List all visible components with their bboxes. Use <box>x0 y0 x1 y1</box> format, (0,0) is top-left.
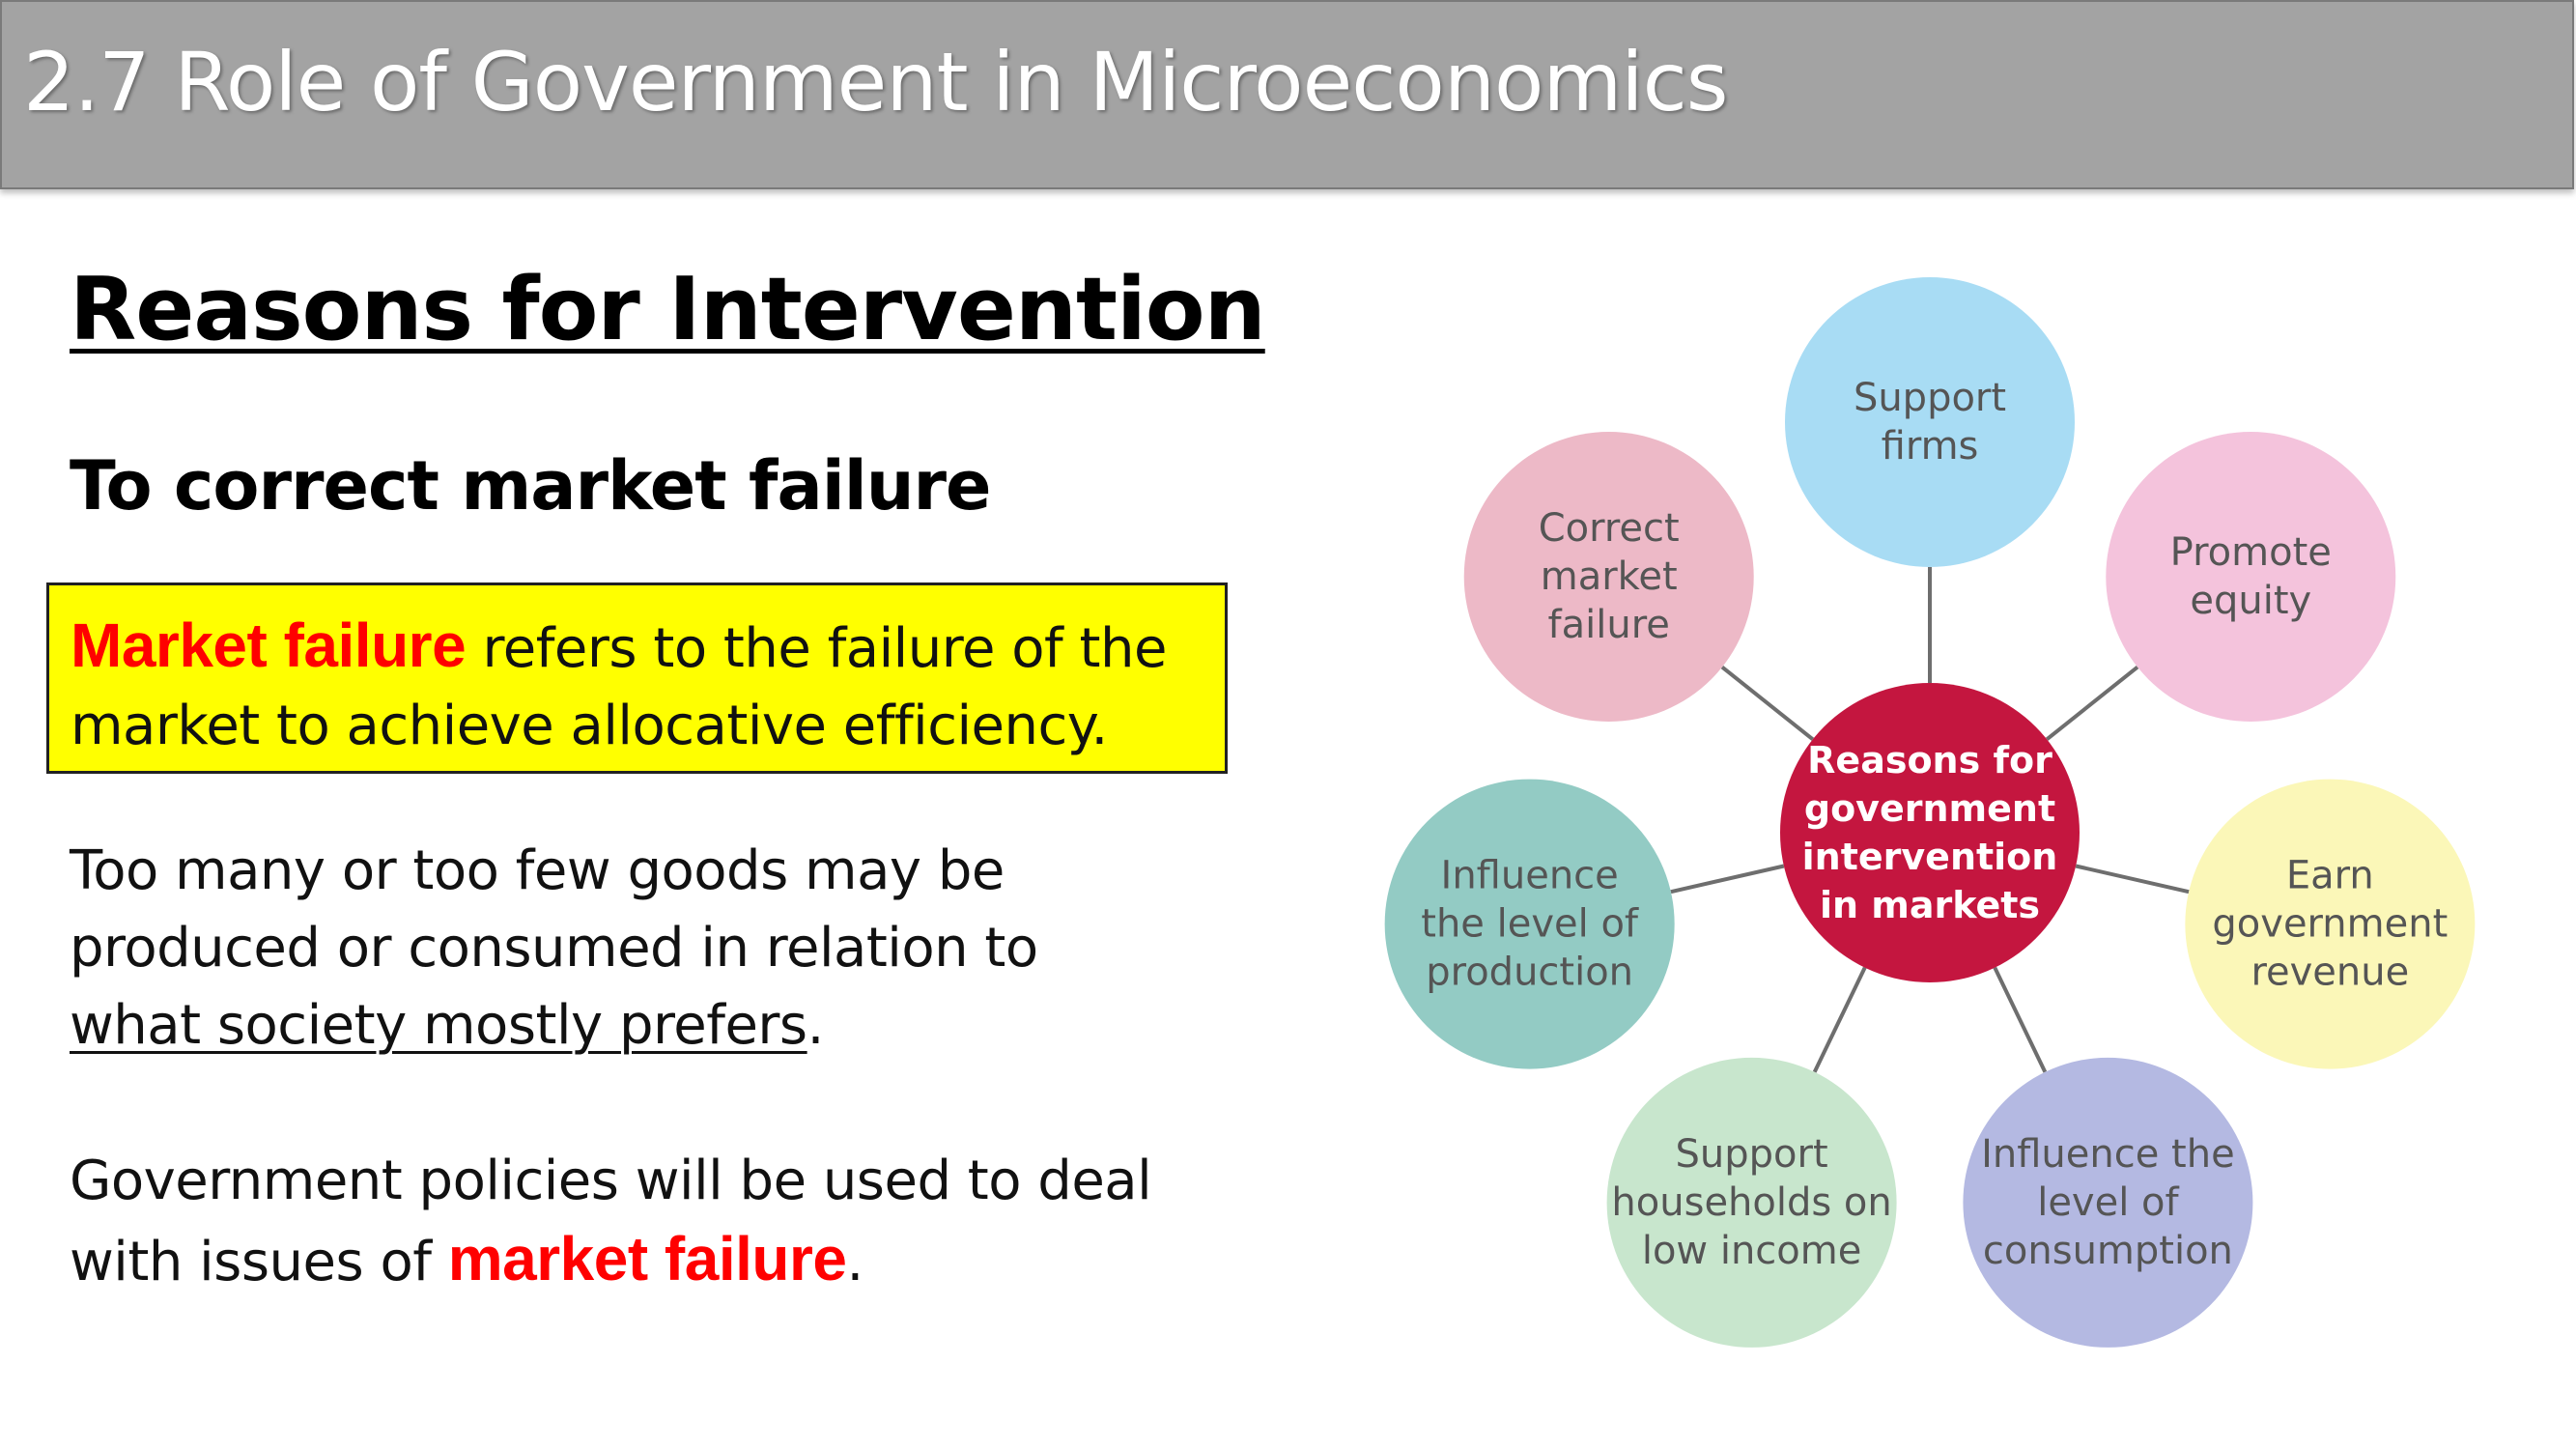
node-correct-market-failure-circle <box>1463 432 1754 723</box>
node-promote-equity-label-line: equity <box>2190 579 2311 623</box>
center-node-label-line: government <box>1804 787 2055 830</box>
node-earn-government-revenue: Earn government revenue <box>2185 779 2476 1069</box>
policy-line-2: with issues of market failure. <box>70 1220 1151 1301</box>
definition-rest: refers to the failure of the <box>466 617 1167 680</box>
explanation-period: . <box>807 994 825 1057</box>
node-support-households-on-low-income-label-line: low income <box>1642 1229 1862 1273</box>
definition-term: Market failure <box>71 611 467 680</box>
node-influence-the-level-of-consumption: Influence the level of consumption <box>1963 1057 2253 1348</box>
connector-line <box>1993 966 2048 1073</box>
policy-paragraph: Government policies will be used to deal… <box>70 1143 1152 1301</box>
explanation-paragraph: Too many or too few goods may be produce… <box>70 833 1038 1065</box>
connector-line <box>1720 665 1815 741</box>
node-promote-equity-label: Promote equity <box>2170 530 2332 623</box>
subheading: To correct market failure <box>70 446 992 526</box>
explanation-line-3: what society mostly prefers. <box>70 987 1038 1065</box>
node-support-firms-circle <box>1785 277 2075 567</box>
node-influence-the-level-of-production-circle <box>1384 779 1675 1069</box>
node-support-households-on-low-income-circle <box>1606 1057 1897 1348</box>
connector-lines <box>1670 567 2190 1073</box>
center-node-label-line: in markets <box>1820 884 2040 926</box>
node-correct-market-failure-label: Correct market failure <box>1539 506 1680 647</box>
node-influence-the-level-of-production-label-line: Influence <box>1441 854 1619 898</box>
connector-line <box>2075 864 2190 895</box>
title-bar: 2.7 Role of Government in Microeconomics <box>0 0 2574 189</box>
explanation-line-1: Too many or too few goods may be <box>70 839 1005 902</box>
policy-term: market failure <box>447 1224 847 1293</box>
node-influence-the-level-of-consumption-label-line: consumption <box>1983 1229 2233 1273</box>
node-promote-equity-label-line: Promote <box>2170 530 2332 575</box>
node-influence-the-level-of-consumption-circle <box>1963 1057 2253 1348</box>
section-heading: Reasons for Intervention <box>70 259 1266 360</box>
node-earn-government-revenue-label-line: Earn <box>2286 854 2374 898</box>
explanation-underlined: what society mostly prefers <box>70 994 807 1057</box>
center-node-label-line: intervention <box>1802 836 2058 878</box>
node-correct-market-failure-label-line: market <box>1541 554 1678 599</box>
slide-title: 2.7 Role of Government in Microeconomics <box>23 35 1729 129</box>
connector-line <box>1670 864 1785 895</box>
policy-period: . <box>846 1231 863 1293</box>
node-earn-government-revenue-circle <box>2185 779 2476 1069</box>
node-influence-the-level-of-production-label-line: production <box>1426 951 1633 995</box>
center-node-label-line: Reasons for <box>1807 739 2052 781</box>
policy-text: with issues of <box>70 1231 448 1293</box>
explanation-line-2: produced or consumed in relation to <box>70 917 1038 980</box>
center-node-circle <box>1780 683 2080 982</box>
node-influence-the-level-of-consumption-label-line: level of <box>2037 1180 2179 1225</box>
node-earn-government-revenue-label-line: revenue <box>2250 951 2409 995</box>
node-promote-equity: Promote equity <box>2106 432 2396 723</box>
node-support-firms-label-line: Support <box>1854 376 2006 420</box>
node-earn-government-revenue-label-line: government <box>2212 902 2448 947</box>
center-node-label: Reasons for government intervention in mark… <box>1802 739 2058 926</box>
node-support-households-on-low-income-label-line: households on <box>1611 1180 1891 1225</box>
node-influence-the-level-of-production: Influence the level of production <box>1384 779 1675 1069</box>
definition-line-2: market to achieve allocative efficiency. <box>71 695 1108 757</box>
definition-box: Market failure refers to the failure of … <box>46 582 1228 774</box>
node-correct-market-failure: Correct market failure <box>1463 432 1754 723</box>
node-support-firms: Support firms <box>1785 277 2075 567</box>
node-correct-market-failure-label-line: failure <box>1548 603 1670 647</box>
node-earn-government-revenue-label: Earn government revenue <box>2212 854 2448 995</box>
node-promote-equity-circle <box>2106 432 2396 723</box>
node-support-households-on-low-income-label-line: Support <box>1676 1132 1828 1177</box>
node-influence-the-level-of-production-label: Influence the level of production <box>1421 854 1639 995</box>
node-influence-the-level-of-production-label-line: the level of <box>1421 902 1639 947</box>
policy-line-1: Government policies will be used to deal <box>70 1150 1152 1212</box>
definition-line-1: Market failure refers to the failure of … <box>71 607 1225 688</box>
node-correct-market-failure-label-line: Correct <box>1539 506 1680 551</box>
node-support-households-on-low-income-label: Support households on low income <box>1611 1132 1891 1273</box>
connector-line <box>1812 966 1867 1073</box>
connector-line <box>2045 665 2139 741</box>
center-node: Reasons for government intervention in mark… <box>1780 683 2080 982</box>
node-support-households-on-low-income: Support households on low income <box>1606 1057 1897 1348</box>
node-support-firms-label: Support firms <box>1854 376 2006 469</box>
node-influence-the-level-of-consumption-label: Influence the level of consumption <box>1981 1132 2235 1273</box>
node-support-firms-label-line: firms <box>1882 424 1979 469</box>
node-influence-the-level-of-consumption-label-line: Influence the <box>1981 1132 2235 1177</box>
